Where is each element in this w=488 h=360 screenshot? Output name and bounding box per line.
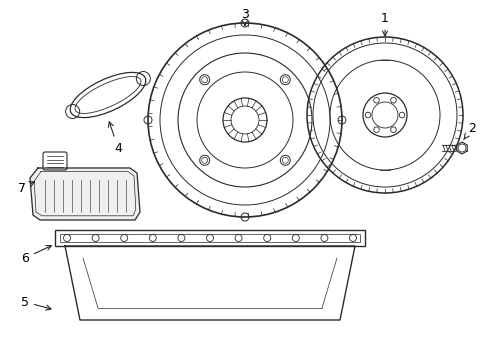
Text: 5: 5 <box>21 296 51 310</box>
Text: 6: 6 <box>21 246 51 265</box>
Text: 7: 7 <box>18 181 34 194</box>
Text: 1: 1 <box>380 12 388 36</box>
Text: 4: 4 <box>108 122 122 154</box>
Bar <box>55 230 364 246</box>
Bar <box>60 234 359 242</box>
Text: 3: 3 <box>241 9 248 26</box>
Text: 2: 2 <box>463 122 475 140</box>
Polygon shape <box>30 168 140 220</box>
